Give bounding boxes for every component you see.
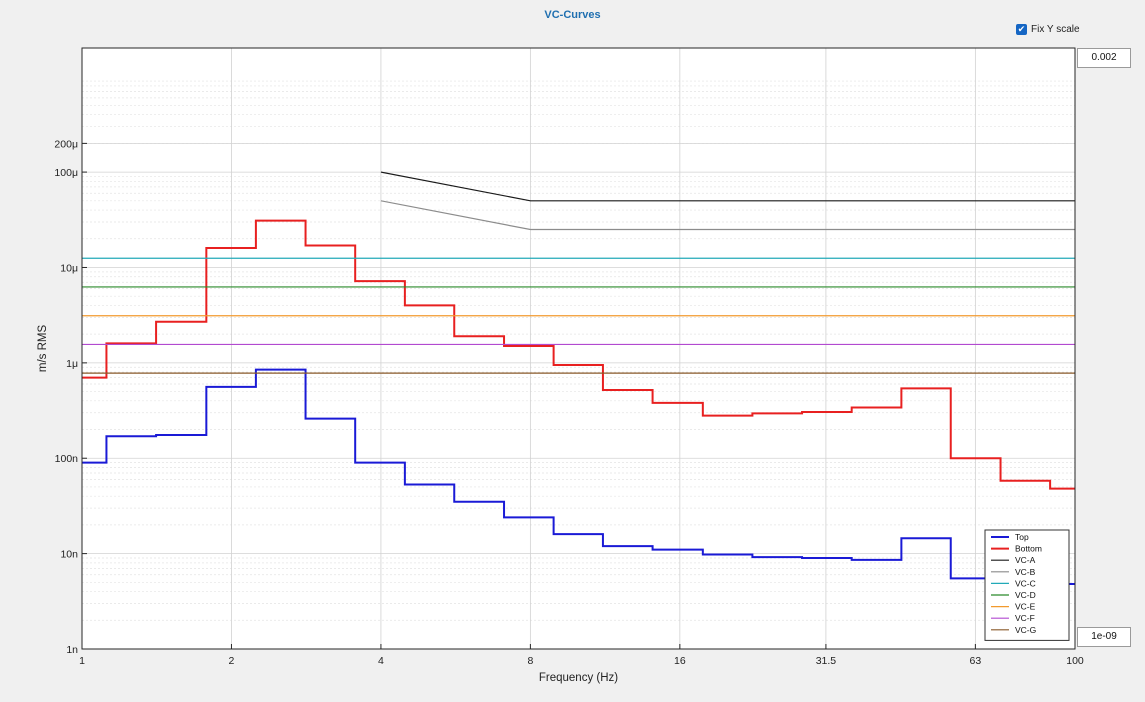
plot-area	[82, 48, 1075, 649]
x-tick-label: 1	[79, 655, 85, 667]
x-tick-label: 63	[970, 655, 982, 667]
y-max-input[interactable]: 0.002	[1077, 48, 1131, 68]
legend-label: Top	[1015, 532, 1029, 542]
series-vc-b	[380, 200, 1075, 231]
fix-y-scale-label: Fix Y scale	[1031, 24, 1080, 35]
checkmark-icon: ✔	[1016, 24, 1027, 35]
chart-title: VC-Curves	[544, 9, 601, 21]
y-tick-label: 200μ	[54, 138, 78, 150]
legend-label: VC-E	[1015, 602, 1036, 612]
legend-label: VC-B	[1015, 567, 1036, 577]
plot-frame	[81, 47, 1076, 650]
x-axis-label: Frequency (Hz)	[539, 672, 618, 684]
y-axis-label: m/s RMS	[37, 325, 49, 373]
series-vc-a	[380, 171, 1075, 202]
series-bottom	[82, 219, 1075, 490]
y-tick-label: 10μ	[60, 262, 78, 274]
legend-label: VC-F	[1015, 613, 1035, 623]
legend-label: VC-D	[1015, 590, 1036, 600]
x-tick-label: 8	[527, 655, 533, 667]
y-tick-label: 100μ	[54, 167, 78, 179]
legend-label: VC-A	[1015, 555, 1036, 565]
x-tick-label: 31.5	[816, 655, 837, 667]
y-tick-label: 10n	[60, 549, 78, 561]
legend-label: VC-C	[1015, 578, 1036, 588]
y-tick-label: 100n	[55, 453, 79, 465]
fix-y-scale-checkbox[interactable]: ✔ Fix Y scale	[1016, 24, 1080, 35]
y-min-input[interactable]: 1e-09	[1077, 627, 1131, 647]
y-tick-label: 1μ	[66, 358, 78, 370]
x-tick-label: 4	[378, 655, 384, 667]
x-tick-label: 2	[229, 655, 235, 667]
series-top	[82, 368, 1075, 586]
x-tick-label: 100	[1066, 655, 1084, 667]
legend-label: Bottom	[1015, 544, 1042, 554]
x-tick-label: 16	[674, 655, 686, 667]
legend-box	[984, 529, 1070, 641]
legend-label: VC-G	[1015, 625, 1036, 635]
y-tick-label: 1n	[66, 644, 78, 656]
